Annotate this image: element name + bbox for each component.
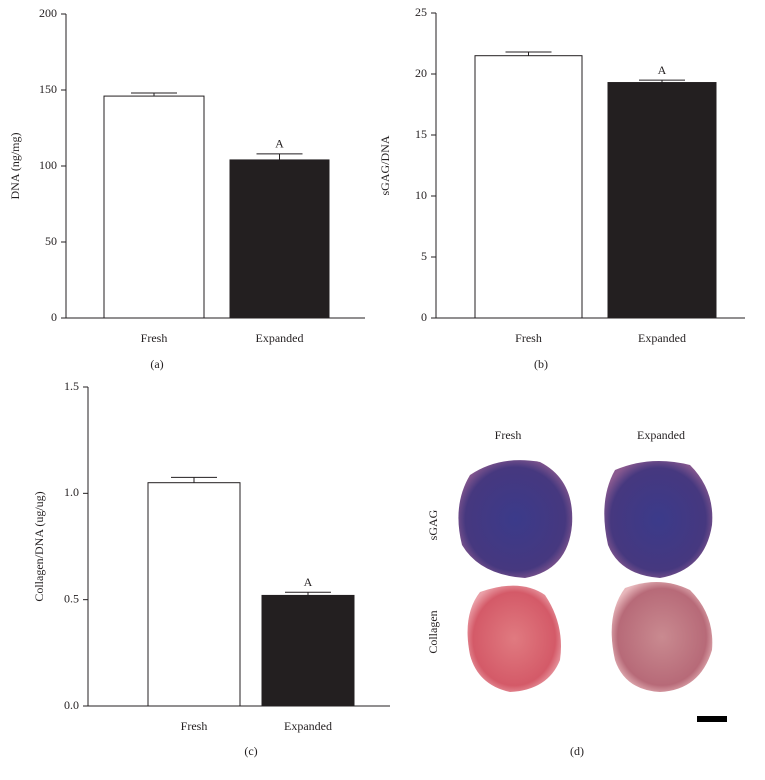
annotation: A — [304, 575, 313, 589]
panel-label: (c) — [244, 744, 257, 758]
y-tick-label: 0 — [51, 310, 57, 324]
y-tick-label: 1.5 — [64, 379, 79, 393]
panel-label: (d) — [570, 744, 584, 758]
y-tick-label: 5 — [421, 249, 427, 263]
bar — [147, 482, 241, 707]
y-tick-label: 1.0 — [64, 485, 79, 499]
panel-label: (b) — [534, 357, 548, 371]
bar — [103, 95, 205, 319]
y-tick-label: 0.5 — [64, 591, 79, 605]
y-tick-label: 15 — [415, 127, 427, 141]
x-tick-label: Expanded — [256, 331, 304, 345]
column-label: Fresh — [495, 428, 522, 442]
y-tick-label: 20 — [415, 66, 427, 80]
scale-bar — [697, 716, 727, 722]
annotation: A — [658, 63, 667, 77]
annotation: A — [275, 137, 284, 151]
bar — [261, 594, 355, 707]
y-tick-label: 100 — [39, 158, 57, 172]
x-tick-label: Expanded — [638, 331, 686, 345]
y-axis-label: sGAG/DNA — [378, 135, 392, 195]
panel-label: (a) — [150, 357, 163, 371]
bar — [607, 82, 717, 319]
x-tick-label: Expanded — [284, 719, 332, 733]
y-axis-label: Collagen/DNA (ug/ug) — [32, 491, 46, 601]
y-tick-label: 0.0 — [64, 698, 79, 712]
y-tick-label: 25 — [415, 5, 427, 19]
y-tick-label: 10 — [415, 188, 427, 202]
column-label: Expanded — [637, 428, 685, 442]
x-tick-label: Fresh — [515, 331, 542, 345]
y-tick-label: 150 — [39, 82, 57, 96]
histology-image — [458, 460, 573, 578]
bar — [474, 55, 583, 319]
y-tick-label: 0 — [421, 310, 427, 324]
x-tick-label: Fresh — [141, 331, 168, 345]
row-label: sGAG — [426, 509, 440, 540]
row-label: Collagen — [426, 610, 440, 653]
histology-image — [604, 461, 713, 578]
y-axis-label: DNA (ng/mg) — [8, 133, 22, 200]
histology-image — [611, 581, 713, 692]
bar — [229, 159, 330, 319]
x-tick-label: Fresh — [181, 719, 208, 733]
y-tick-label: 200 — [39, 6, 57, 20]
y-tick-label: 50 — [45, 234, 57, 248]
histology-image — [467, 585, 561, 692]
